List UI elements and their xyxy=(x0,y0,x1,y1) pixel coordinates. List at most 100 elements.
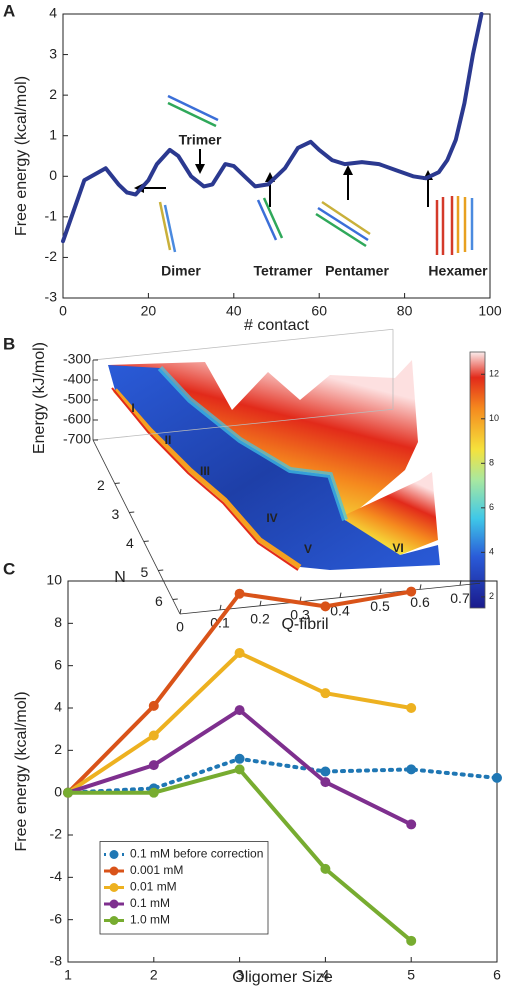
y-tick-label: -8 xyxy=(50,953,63,969)
legend: 0.1 mM before correction 0.001 mM 0.01 mM 0… xyxy=(99,841,269,935)
x-tick-label: 100 xyxy=(478,303,502,319)
point xyxy=(234,764,245,775)
y-tick-label: 2 xyxy=(54,741,62,757)
z-axis-label: Energy (kJ/mol) xyxy=(31,342,48,454)
annotation: Tetramer xyxy=(254,263,313,279)
point xyxy=(234,588,245,599)
x-tick-label: 40 xyxy=(226,303,242,319)
x-tick xyxy=(259,600,262,606)
z-tick-label: -400 xyxy=(63,371,91,387)
x-axis-label: Q-fibril xyxy=(281,616,328,633)
y-axis-label: N xyxy=(114,569,126,586)
point xyxy=(320,766,331,777)
y-tick-label: -4 xyxy=(50,868,63,884)
point xyxy=(492,772,502,783)
x-tick-label: 80 xyxy=(397,303,413,319)
colorbar-tick-label: 4 xyxy=(489,547,494,557)
z-tick-label: -300 xyxy=(63,351,91,367)
y-tick-label: -1 xyxy=(45,208,58,224)
panel-label: C xyxy=(3,559,15,578)
annotation: Trimer xyxy=(179,132,222,148)
y-tick xyxy=(172,598,178,600)
y-tick xyxy=(129,511,135,513)
y-tick-label: -3 xyxy=(45,289,58,305)
x-axis-label: # contact xyxy=(244,317,309,334)
y-tick-label: 1 xyxy=(49,126,57,142)
point xyxy=(148,700,159,711)
y-tick-label: 0 xyxy=(54,783,62,799)
y-tick-label: 8 xyxy=(54,614,62,630)
x-tick xyxy=(379,588,382,594)
x-tick xyxy=(419,584,422,590)
legend-marker xyxy=(109,916,119,925)
z-tick-label: -700 xyxy=(63,431,91,447)
point xyxy=(148,760,159,771)
y-tick-label: -2 xyxy=(45,248,58,264)
y-axis-label: Free energy (kcal/mol) xyxy=(13,76,30,236)
x-tick-label: 0.5 xyxy=(370,598,390,614)
x-tick-label: 0.3 xyxy=(290,606,310,622)
box-edge xyxy=(92,328,394,361)
structures xyxy=(158,94,474,255)
series-line xyxy=(66,756,499,795)
x-tick-label: 0.6 xyxy=(410,594,430,610)
point xyxy=(406,819,417,830)
z-tick-label: -600 xyxy=(63,411,91,427)
y-tick-label: 3 xyxy=(111,506,119,522)
x-tick-label: 20 xyxy=(141,303,157,319)
y-tick-label: 6 xyxy=(54,656,62,672)
y-tick-label: 6 xyxy=(155,593,163,609)
point xyxy=(406,935,417,946)
annotation: Dimer xyxy=(161,263,201,279)
x-tick-label: 1 xyxy=(64,967,72,983)
legend-label: 1.0 mM xyxy=(130,913,170,927)
point xyxy=(320,688,331,699)
point xyxy=(320,863,331,874)
legend-marker xyxy=(109,883,119,892)
panel-label: B xyxy=(3,334,15,353)
series-line xyxy=(61,12,484,244)
colorbar-tick-label: 10 xyxy=(489,413,499,423)
y-tick-label: -6 xyxy=(50,910,63,926)
z-tick-label: -500 xyxy=(63,391,91,407)
plot-frame xyxy=(62,13,491,299)
x-tick xyxy=(219,604,222,610)
legend-label: 0.001 mM xyxy=(130,863,183,877)
y-tick-label: 3 xyxy=(49,45,57,61)
legend-marker xyxy=(109,899,119,909)
y-tick-label: 4 xyxy=(54,699,62,715)
point xyxy=(406,764,417,775)
point xyxy=(320,601,331,612)
y-tick-label: 0 xyxy=(49,167,57,183)
x-tick-label: 0.7 xyxy=(450,590,470,606)
y-axis xyxy=(92,439,181,615)
colorbar-tick-label: 8 xyxy=(489,458,494,468)
region-label: IV xyxy=(266,511,277,525)
annotation: Hexamer xyxy=(428,263,488,279)
point xyxy=(148,787,159,798)
point xyxy=(406,703,417,713)
legend-box xyxy=(99,841,269,935)
x-tick-label: 6 xyxy=(493,967,501,983)
region-label: V xyxy=(304,542,312,556)
region-label: II xyxy=(165,433,172,447)
box-edge xyxy=(92,408,394,441)
point xyxy=(234,647,245,658)
y-tick-label: 4 xyxy=(49,5,57,21)
y-tick-label: 2 xyxy=(97,477,105,493)
annotation: Pentamer xyxy=(325,263,389,279)
point xyxy=(148,730,159,741)
point xyxy=(234,753,245,764)
colorbar xyxy=(469,351,486,609)
x-tick-label: 60 xyxy=(311,303,327,319)
y-tick-label: 2 xyxy=(49,86,57,102)
y-tick-label: 5 xyxy=(140,564,148,580)
y-tick xyxy=(158,569,164,571)
legend-marker xyxy=(109,866,119,876)
x-tick-label: 5 xyxy=(407,967,415,983)
region-label: VI xyxy=(392,541,403,555)
x-tick-label: 2 xyxy=(150,967,158,983)
point xyxy=(406,586,417,597)
